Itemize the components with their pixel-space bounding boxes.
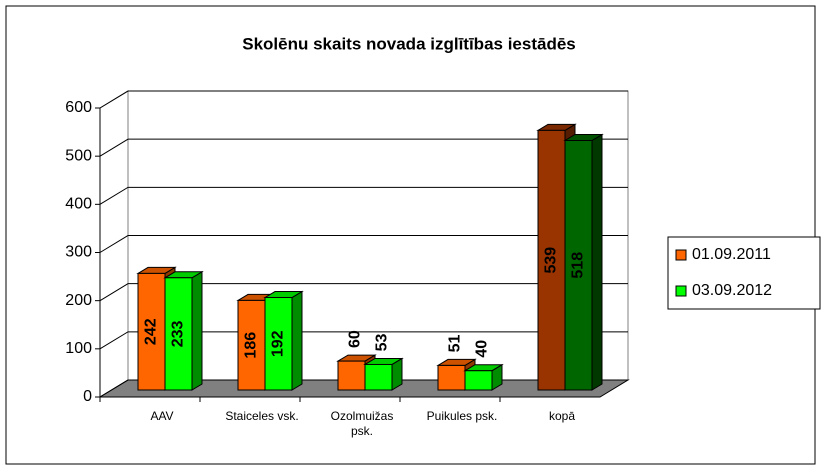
value-label: 192	[270, 330, 287, 357]
value-label: 51	[447, 334, 464, 352]
y-tick-label: 500	[65, 147, 92, 164]
bar-side	[291, 290, 303, 391]
legend-label: 01.09.2011	[692, 246, 771, 263]
bar	[164, 277, 193, 391]
grid-line	[99, 90, 628, 109]
grid-line	[99, 186, 628, 205]
legend-box	[667, 236, 821, 310]
bar-side	[591, 133, 603, 391]
value-label: 186	[243, 332, 260, 359]
bar	[237, 299, 266, 391]
bar	[437, 364, 466, 391]
bar	[364, 363, 393, 391]
value-label: 242	[143, 318, 160, 345]
value-label: 539	[543, 247, 560, 274]
grid-line	[99, 283, 628, 302]
x-tick-label: kopā	[548, 409, 576, 423]
x-tick-label: Staiceles vsk.	[225, 409, 299, 423]
x-tick-label: AAV	[150, 409, 174, 423]
value-label: 518	[570, 252, 587, 279]
grid-line	[99, 331, 628, 350]
bar	[464, 370, 493, 391]
chart-title: Skolēnu skaits novada izglītības iestādē…	[242, 34, 576, 53]
bar	[137, 272, 166, 391]
bar	[337, 360, 366, 391]
bar-side	[191, 270, 203, 391]
x-tick-label: Ozolmuižas psk.	[330, 409, 394, 438]
value-label: 40	[474, 340, 491, 358]
legend-swatch	[675, 285, 687, 297]
legend-label: 03.09.2012	[692, 282, 772, 299]
y-tick-label: 200	[65, 292, 92, 309]
bar	[564, 139, 593, 391]
value-label: 53	[374, 333, 391, 351]
bar	[537, 129, 566, 391]
value-label: 233	[170, 320, 187, 347]
y-tick-label: 0	[83, 388, 92, 405]
y-tick-label: 300	[65, 244, 92, 261]
value-label: 60	[347, 330, 364, 348]
y-tick-label: 400	[65, 196, 92, 213]
grid-line	[99, 138, 628, 157]
y-tick-label: 100	[65, 340, 92, 357]
x-tick-label: Puikules psk.	[426, 409, 498, 423]
bar	[264, 297, 293, 391]
grid-line	[99, 235, 628, 253]
legend-swatch	[675, 249, 687, 261]
y-tick-label: 600	[65, 99, 92, 116]
